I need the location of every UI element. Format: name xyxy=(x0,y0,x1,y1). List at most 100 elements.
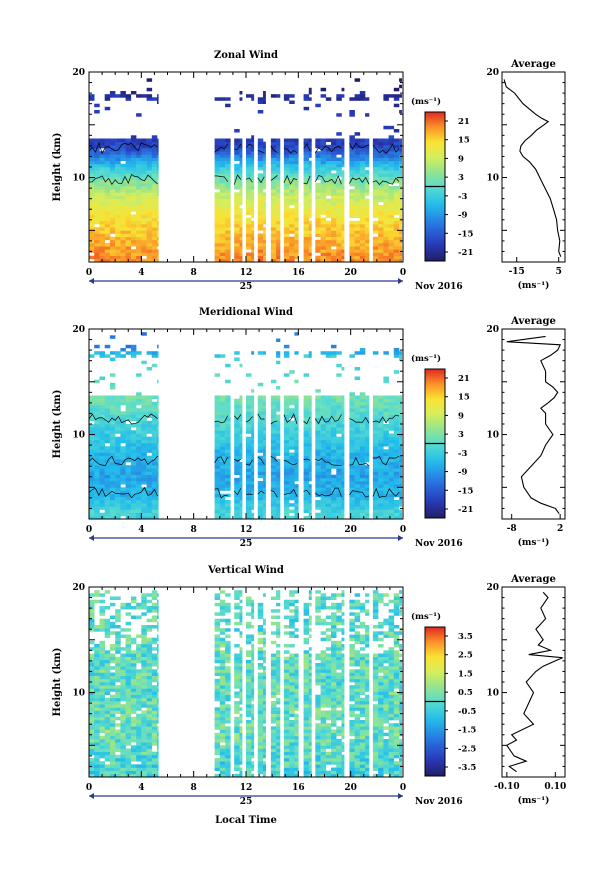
heatmap-cell xyxy=(315,227,321,231)
heatmap-cell xyxy=(125,761,132,765)
heatmap-cell xyxy=(151,493,158,498)
heatmap-cell xyxy=(325,452,332,456)
heatmap-cell xyxy=(388,401,395,406)
heatmap-cell xyxy=(109,462,116,466)
heatmap-cell xyxy=(99,653,105,657)
heatmap-cell xyxy=(146,720,153,724)
heatmap-cell xyxy=(214,255,221,260)
heatmap-cell xyxy=(120,754,126,759)
heatmap-cell xyxy=(146,490,153,494)
heatmap-cell xyxy=(303,398,310,403)
heatmap-cell xyxy=(157,710,159,714)
heatmap-cell xyxy=(157,449,159,453)
heatmap-cell xyxy=(99,198,105,203)
heatmap-cell xyxy=(141,208,147,212)
heatmap-cell xyxy=(399,84,402,89)
heatmap-cell xyxy=(141,439,147,444)
heatmap-cell xyxy=(125,148,132,152)
heatmap-cell xyxy=(225,170,231,174)
heatmap-cell xyxy=(94,230,100,234)
heatmap-cell xyxy=(104,97,111,101)
heatmap-cell xyxy=(349,182,355,187)
heatmap-cell xyxy=(141,751,147,756)
heatmap-cell xyxy=(130,596,137,600)
heatmap-cell xyxy=(141,716,147,721)
heatmap-cell xyxy=(89,773,95,778)
heatmap-cell xyxy=(89,729,95,733)
heatmap-cell xyxy=(276,186,281,190)
heatmap-cell xyxy=(136,211,142,215)
heatmap-cell xyxy=(359,198,366,203)
heatmap-cell xyxy=(214,452,221,456)
heatmap-cell xyxy=(89,647,95,651)
heatmap-cell xyxy=(109,723,116,727)
heatmap-cell xyxy=(136,474,142,479)
heatmap-cell xyxy=(336,138,342,142)
heatmap-cell xyxy=(239,634,243,638)
heatmap-cell xyxy=(239,758,243,762)
heatmap-cell xyxy=(146,97,153,101)
heatmap-cell xyxy=(359,144,366,149)
heatmap-cell xyxy=(115,246,121,250)
heatmap-cell xyxy=(219,644,226,648)
heatmap-cell xyxy=(94,739,100,743)
heatmap-cell xyxy=(336,427,342,431)
heatmap-cell xyxy=(214,198,221,203)
heatmap-cell xyxy=(141,659,147,664)
heatmap-cell xyxy=(331,430,337,434)
heatmap-cell xyxy=(151,351,158,355)
heatmap-cell xyxy=(146,637,153,642)
heatmap-cell xyxy=(141,227,147,231)
heatmap-cell xyxy=(365,477,370,482)
heatmap-cell xyxy=(125,716,132,721)
heatmap-cell xyxy=(136,669,142,673)
heatmap-cell xyxy=(336,490,342,494)
heatmap-cell xyxy=(130,637,137,642)
heatmap-cell xyxy=(283,411,290,415)
heatmap-cell xyxy=(388,189,395,193)
heatmap-cell xyxy=(283,192,290,196)
heatmap-cell xyxy=(151,500,158,504)
heatmap-cell xyxy=(303,141,310,146)
heatmap-cell xyxy=(315,500,321,504)
heatmap-cell xyxy=(120,411,126,415)
heatmap-cell xyxy=(130,163,137,168)
heatmap-cell xyxy=(234,720,240,724)
heatmap-cell xyxy=(214,697,221,702)
heatmap-cell xyxy=(331,249,337,253)
heatmap-cell xyxy=(225,773,231,778)
heatmap-cell xyxy=(225,650,231,654)
heatmap-cell xyxy=(151,462,158,466)
heatmap-cell xyxy=(125,220,132,225)
heatmap-cell xyxy=(354,208,361,212)
heatmap-cell xyxy=(151,477,158,482)
heatmap-cell xyxy=(94,411,100,415)
heatmap-cell xyxy=(151,509,158,513)
heatmap-cell xyxy=(157,344,159,349)
heatmap-cell xyxy=(303,455,310,460)
heatmap-cell xyxy=(89,726,95,730)
heatmap-cell xyxy=(120,452,126,456)
day-span-arrow-right xyxy=(398,278,403,284)
heatmap-cell xyxy=(378,243,384,247)
contour-line xyxy=(214,488,228,499)
heatmap-cell xyxy=(383,433,389,437)
heatmap-cell xyxy=(99,414,105,418)
heatmap-cell xyxy=(146,195,153,199)
heatmap-cell xyxy=(141,713,147,718)
heatmap-cell xyxy=(315,230,321,234)
heatmap-cell xyxy=(239,439,243,444)
heatmap-cell xyxy=(89,484,95,488)
heatmap-cell xyxy=(289,246,295,250)
heatmap-cell xyxy=(214,214,221,218)
heatmap-cell xyxy=(359,462,366,466)
heatmap-cell xyxy=(276,430,281,434)
heatmap-cell xyxy=(120,354,126,358)
heatmap-cell xyxy=(115,500,121,504)
heatmap-cell xyxy=(383,160,389,165)
heatmap-cell xyxy=(251,449,255,453)
heatmap-cell xyxy=(399,220,402,225)
heatmap-cell xyxy=(130,258,137,263)
heatmap-cell xyxy=(246,205,252,209)
heatmap-cell xyxy=(115,151,121,155)
